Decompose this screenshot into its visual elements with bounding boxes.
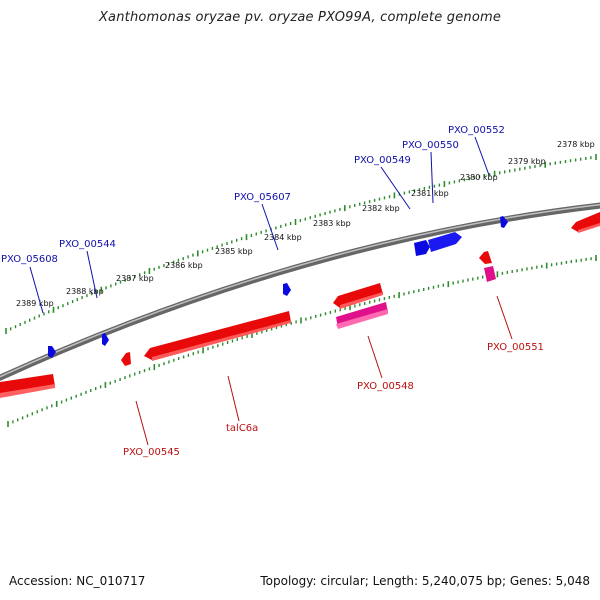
kbp-label-2382: 2382 kbp [362,204,400,213]
leader-pxo-00551 [496,295,513,340]
kbp-label-2379: 2379 kbp [508,157,546,166]
leader-talc6a [227,375,240,422]
map-title: Xanthomonas oryzae pv. oryzae PXO99A, co… [98,10,502,25]
gene-pxo-05607[interactable] [283,283,291,296]
gene-pxo-00551-b[interactable] [484,266,496,282]
gene-pxo-05608[interactable] [48,346,56,358]
gene-pxo-00548-b-shade [336,309,388,329]
kbp-label-2388: 2388 kbp [66,287,104,296]
kbp-label-2383: 2383 kbp [313,219,351,228]
label-pxo-00550[interactable]: PXO_00550 [402,140,459,151]
gene-pxo-00551-a[interactable] [479,251,492,264]
gene-talc6a-shade [152,320,291,361]
gene-talc6a[interactable] [144,311,291,360]
lower-tick-track [7,255,597,427]
leader-pxo-05607 [261,203,279,251]
label-pxo-00548[interactable]: PXO_00548 [357,381,414,392]
kbp-label-2386: 2386 kbp [165,261,203,270]
gene-pxo-00544[interactable] [102,333,109,346]
forward-genes [48,216,508,358]
leader-lines [29,136,513,446]
kbp-label-2389: 2389 kbp [16,299,54,308]
leader-pxo-00549 [380,166,411,210]
accession-text: Accession: NC_010717 [9,574,146,588]
leader-pxo-00548 [367,335,383,379]
genome-summary-text: Topology: circular; Length: 5,240,075 bp… [260,574,590,588]
label-pxo-00545[interactable]: PXO_00545 [123,447,180,458]
kbp-label-2378: 2378 kbp [557,140,595,149]
gene-left-edge-shade [0,384,55,398]
reverse-genes [0,212,600,398]
leader-pxo-00544 [86,250,98,299]
label-pxo-00552[interactable]: PXO_00552 [448,125,505,136]
leader-pxo-00550 [430,151,434,204]
upper-tick-track [5,154,597,334]
label-pxo-05608[interactable]: PXO_05608 [1,254,58,265]
gene-pxo-00548-a-shade [340,292,383,309]
gene-labels: PXO_05608 PXO_00544 PXO_05607 PXO_00549 … [1,125,544,458]
kbp-label-2387: 2387 kbp [116,274,154,283]
label-pxo-00544[interactable]: PXO_00544 [59,239,116,250]
genome-backbone-highlight [0,203,600,378]
label-pxo-00549[interactable]: PXO_00549 [354,155,411,166]
gene-pxo-00545[interactable] [121,352,131,366]
label-pxo-05607[interactable]: PXO_05607 [234,192,291,203]
label-pxo-00551[interactable]: PXO_00551 [487,342,544,353]
gene-pxo-00548-a[interactable] [333,283,383,308]
gene-pxo-00552[interactable] [500,216,508,228]
gene-pxo-00549[interactable] [414,240,430,256]
kbp-label-2385: 2385 kbp [215,247,253,256]
leader-pxo-00545 [135,400,149,446]
kbp-label-2384: 2384 kbp [264,233,302,242]
label-talc6a[interactable]: talC6a [226,423,258,434]
gene-pxo-00550[interactable] [428,232,462,252]
genome-backbone [0,202,600,382]
kbp-label-2381: 2381 kbp [411,189,449,198]
leader-pxo-05608 [29,266,44,314]
leader-pxo-00552 [474,136,490,176]
kbp-labels: 2389 kbp 2388 kbp 2387 kbp 2386 kbp 2385… [16,140,595,308]
gene-right-edge-shade [578,223,600,233]
kbp-label-2380: 2380 kbp [460,173,498,182]
